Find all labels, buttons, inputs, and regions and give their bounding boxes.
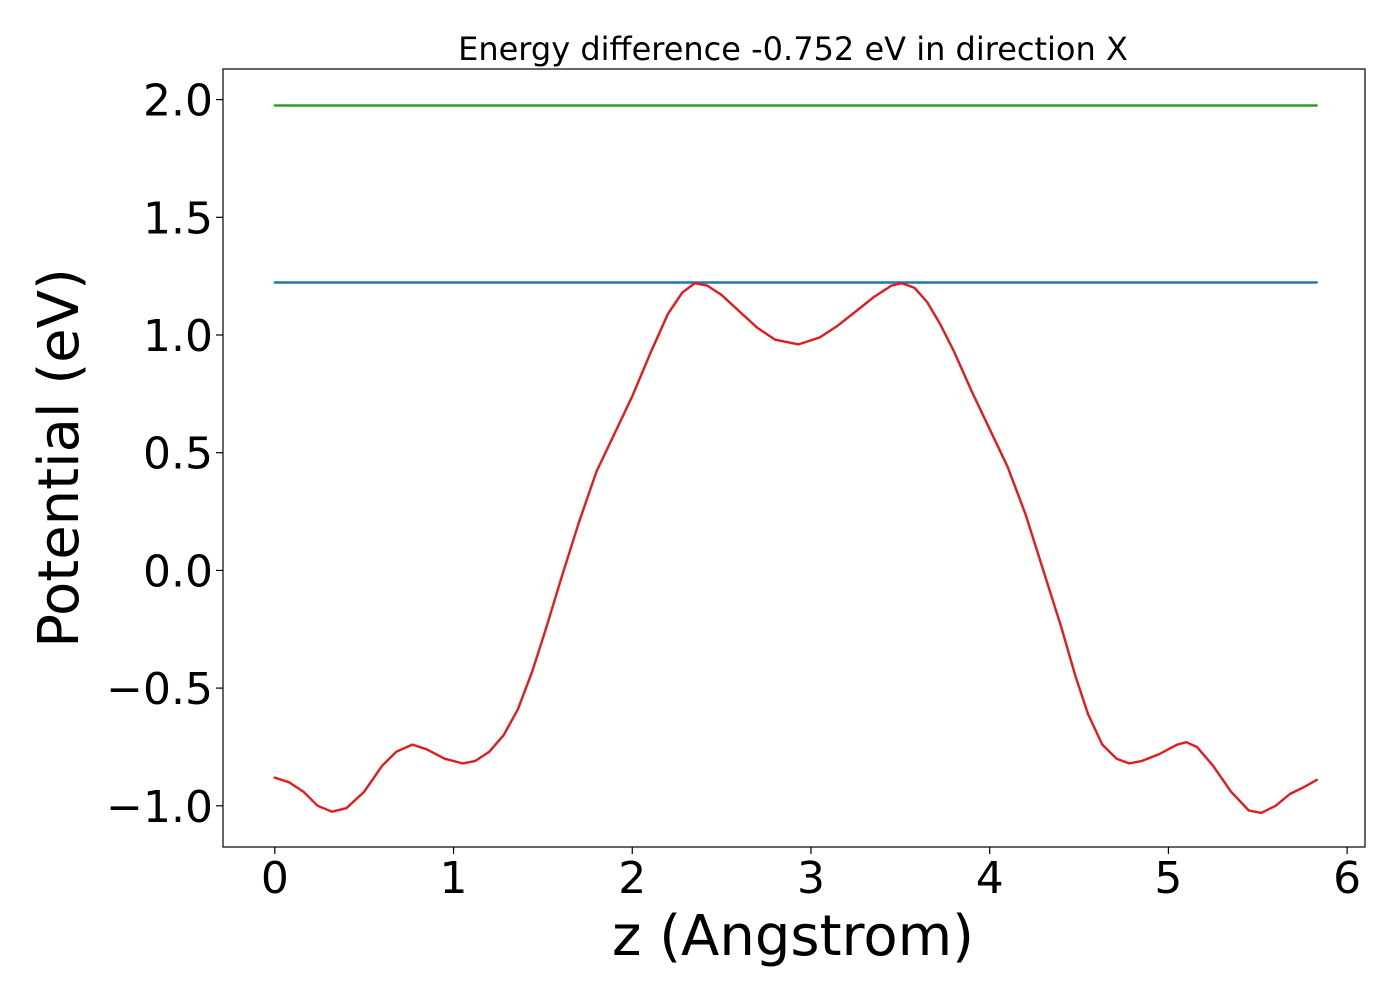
y-axis-ticks: −1.0 −0.5 0.0 0.5 1.0 1.5 2.0 xyxy=(106,76,223,833)
x-tick-label: 2 xyxy=(618,853,646,904)
x-tick-label: 0 xyxy=(261,853,289,904)
series-line-2 xyxy=(273,282,1318,815)
y-axis-label: Potential (eV) xyxy=(27,268,92,648)
x-tick-label: 4 xyxy=(976,853,1004,904)
x-tick-label: 5 xyxy=(1154,853,1182,904)
y-tick-label: 1.5 xyxy=(143,193,213,244)
x-axis-label: z (Angstrom) xyxy=(612,904,974,969)
plot-frame xyxy=(222,68,1366,848)
y-tick-label: 0.5 xyxy=(143,429,213,480)
y-tick-label: 1.0 xyxy=(143,311,213,362)
series-layer xyxy=(273,104,1318,815)
x-axis-ticks: 0 1 2 3 4 5 6 xyxy=(261,847,1361,904)
y-tick-label: 0.0 xyxy=(143,546,213,597)
x-tick-label: 6 xyxy=(1333,853,1361,904)
y-tick-label: −1.0 xyxy=(106,782,213,833)
y-tick-label: 2.0 xyxy=(143,76,213,127)
chart-title: Energy difference -0.752 eV in direction… xyxy=(458,30,1128,68)
x-tick-label: 1 xyxy=(440,853,468,904)
y-tick-label: −0.5 xyxy=(106,664,213,715)
x-tick-label: 3 xyxy=(797,853,825,904)
